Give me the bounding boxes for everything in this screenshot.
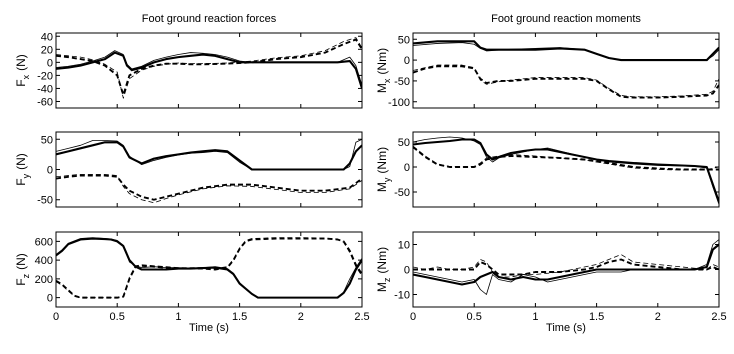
y-tick-label: -50 bbox=[394, 187, 410, 199]
series-line-thick bbox=[56, 141, 362, 171]
x-axis-label: Time (s) bbox=[546, 322, 586, 334]
y-tick-label: 10 bbox=[398, 240, 410, 252]
y-tick-label: 50 bbox=[398, 137, 410, 149]
y-tick-label: -40 bbox=[37, 83, 53, 95]
x-tick-label: 2.5 bbox=[711, 311, 726, 323]
y-tick-label: 0 bbox=[404, 55, 410, 67]
y-tick-label: 40 bbox=[41, 31, 53, 43]
x-tick-label: 0.5 bbox=[110, 311, 125, 323]
series-line-thin bbox=[56, 237, 362, 299]
y-axis-label: Mz(Nm) bbox=[375, 247, 392, 292]
series-line-thin bbox=[56, 138, 362, 170]
y-axis-label: My(Nm) bbox=[375, 147, 392, 192]
chart-title: Foot ground reaction moments bbox=[491, 13, 641, 25]
series-line-thick-dashed bbox=[56, 38, 362, 96]
y-tick-label: 200 bbox=[35, 274, 53, 286]
y-axis-label: Fz(N) bbox=[14, 253, 31, 286]
y-tick-label: 50 bbox=[41, 134, 53, 146]
series-line-thin-dashed bbox=[413, 145, 719, 171]
axes-box bbox=[55, 32, 363, 109]
y-axis-label: Fx(N) bbox=[14, 54, 31, 87]
series-line-thick-dashed bbox=[413, 258, 719, 276]
series-line-thick-dashed bbox=[56, 174, 362, 201]
series-line-thin-dashed bbox=[413, 64, 719, 98]
series-line-thick bbox=[413, 40, 719, 62]
series-line-thick bbox=[413, 138, 719, 203]
y-tick-label: -20 bbox=[37, 70, 53, 82]
y-tick-label: -10 bbox=[394, 290, 410, 302]
y-tick-label: -50 bbox=[394, 76, 410, 88]
x-tick-label: 2 bbox=[655, 311, 661, 323]
y-tick-label: 20 bbox=[41, 44, 53, 56]
chart-panel-1: -100 -50 0 50 Foot ground reaction moments Mx… bbox=[375, 13, 720, 109]
y-tick-label: -100 bbox=[388, 97, 410, 109]
series-line-thick-dashed bbox=[413, 146, 719, 171]
chart-panel-2: -50 0 50 Fy(N) bbox=[14, 131, 363, 208]
x-tick-label: 0 bbox=[410, 311, 416, 323]
series-line-thin bbox=[413, 42, 719, 61]
y-tick-label: -60 bbox=[37, 96, 53, 108]
y-tick-label: 600 bbox=[35, 236, 53, 248]
x-tick-label: 1 bbox=[175, 311, 181, 323]
series-line-thin bbox=[413, 136, 719, 205]
axes-box bbox=[412, 131, 720, 208]
series-line-thin bbox=[413, 239, 719, 295]
chart-panel-3: -50 0 50 My(Nm) bbox=[375, 131, 720, 208]
y-tick-label: 400 bbox=[35, 255, 53, 267]
x-tick-label: 0.5 bbox=[467, 311, 482, 323]
axes-box bbox=[412, 32, 720, 109]
chart-title: Foot ground reaction forces bbox=[142, 13, 277, 25]
y-tick-label: 0 bbox=[404, 265, 410, 277]
x-axis-label: Time (s) bbox=[189, 322, 229, 334]
x-tick-label: 1.5 bbox=[232, 311, 247, 323]
x-tick-label: 1 bbox=[532, 311, 538, 323]
axes-box bbox=[55, 231, 363, 308]
series-line-thin-dashed bbox=[56, 237, 362, 299]
x-tick-label: 2.5 bbox=[354, 311, 369, 323]
series-line-thick-dashed bbox=[413, 65, 719, 99]
y-axis-label: Fy(N) bbox=[14, 153, 31, 186]
y-tick-label: 0 bbox=[47, 165, 53, 177]
series-line-thin-dashed bbox=[56, 37, 362, 99]
series-line-thin-dashed bbox=[413, 254, 719, 278]
y-tick-label: 0 bbox=[404, 162, 410, 174]
series-line-thin bbox=[56, 50, 362, 86]
y-tick-label: 50 bbox=[398, 34, 410, 46]
y-axis-label: Mx(Nm) bbox=[375, 48, 392, 93]
chart-panel-4: 0 200 400 600 0 0.5 1 1.5 2 2.5 Time (s) Fz(N) bbox=[14, 231, 370, 334]
x-tick-label: 0 bbox=[53, 311, 59, 323]
series-line-thin-dashed bbox=[56, 173, 362, 204]
y-tick-label: 0 bbox=[47, 293, 53, 305]
x-tick-label: 1.5 bbox=[589, 311, 604, 323]
y-tick-label: 0 bbox=[47, 57, 53, 69]
x-tick-label: 2 bbox=[298, 311, 304, 323]
y-tick-label: -50 bbox=[37, 195, 53, 207]
